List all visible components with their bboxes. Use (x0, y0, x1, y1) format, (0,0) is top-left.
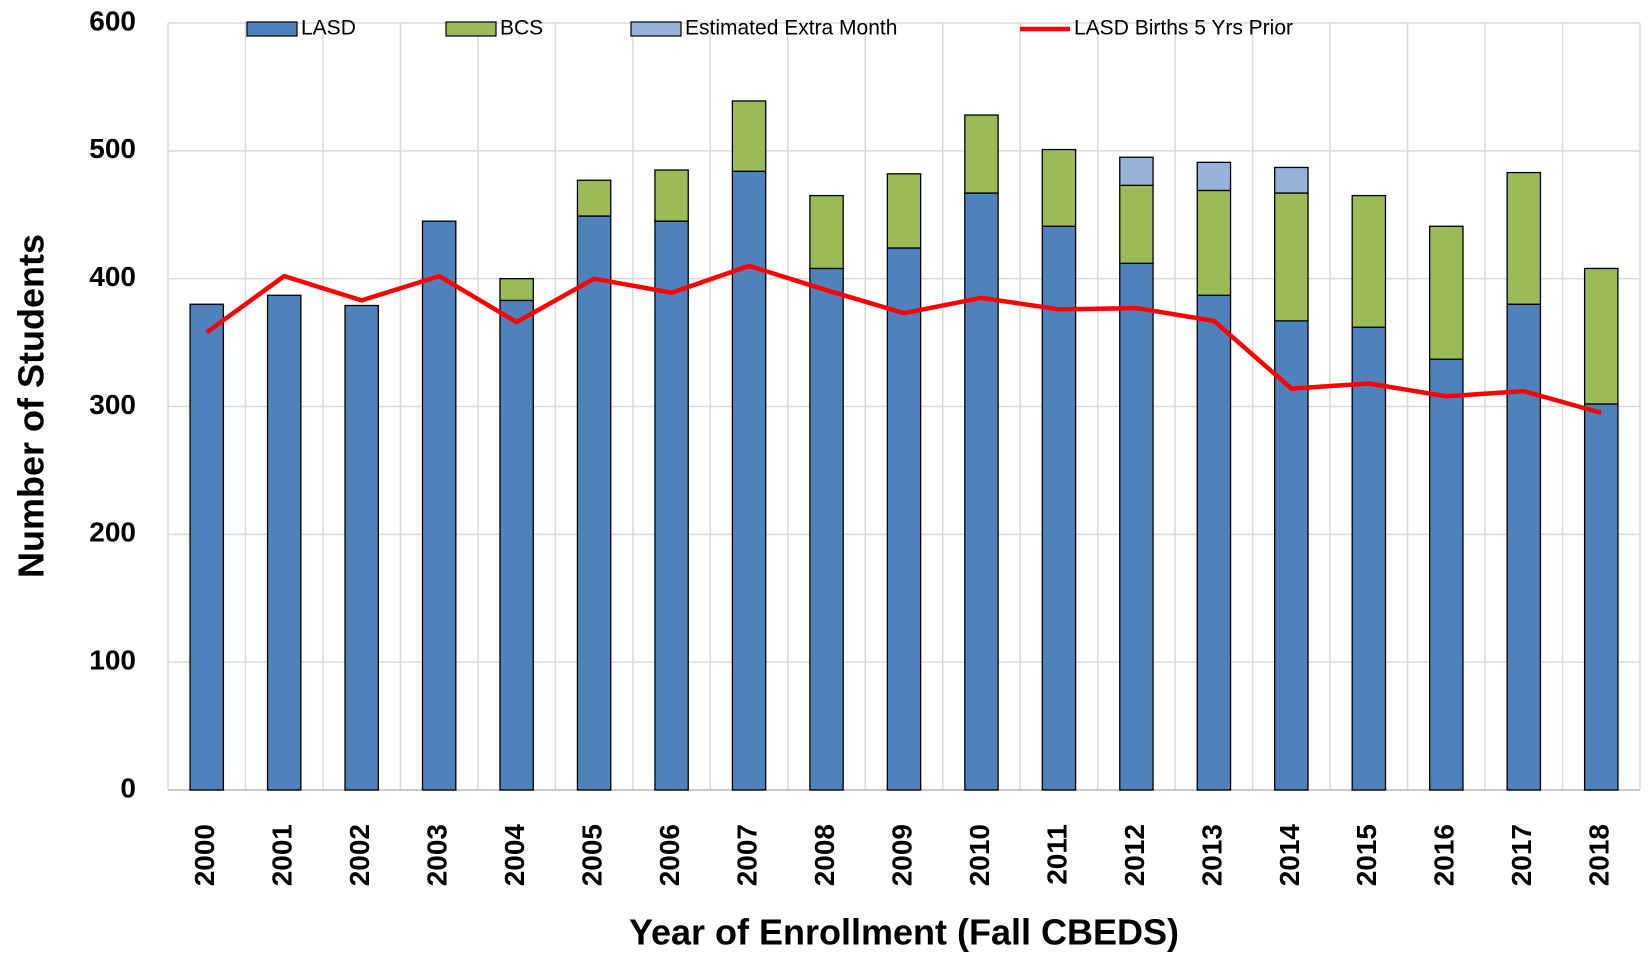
x-tick-label: 2015 (1351, 824, 1382, 886)
legend-label: LASD Births 5 Yrs Prior (1074, 17, 1293, 40)
bar-segment (1351, 194, 1387, 328)
legend-label: Estimated Extra Month (685, 17, 897, 40)
bar-segment (1429, 225, 1464, 360)
bar-segment (1274, 320, 1309, 791)
legend-swatch (630, 21, 682, 37)
bar-segment (1119, 184, 1154, 264)
x-tick-label: 2007 (731, 824, 762, 886)
bar-segment (1506, 303, 1542, 791)
x-tick-label: 2006 (654, 824, 685, 886)
bar-segment (1041, 148, 1077, 227)
y-tick-label: 300 (89, 389, 136, 420)
legend-swatch (445, 21, 497, 37)
x-tick-label: 2010 (964, 824, 995, 886)
bar-segment (189, 303, 225, 791)
bar-segment (576, 179, 612, 217)
bar-segment (266, 294, 302, 791)
x-tick-label: 2017 (1506, 824, 1537, 886)
x-tick-label: 2011 (1041, 824, 1072, 885)
bar-segment (886, 247, 922, 791)
bar-segment (1119, 262, 1154, 791)
bar-segment (1583, 267, 1619, 405)
bar-segment (421, 220, 457, 791)
x-tick-label: 2018 (1584, 824, 1615, 886)
bar-segment (731, 100, 767, 172)
legend-label: BCS (500, 17, 543, 40)
y-axis-title: Number of Students (11, 234, 52, 578)
line (205, 263, 1602, 416)
x-tick-label: 2008 (809, 824, 840, 886)
y-tick-label: 400 (89, 261, 136, 292)
bar-segment (499, 299, 534, 791)
bar-segment (499, 278, 534, 302)
y-tick-label: 500 (89, 133, 136, 164)
y-tick-label: 0 (120, 772, 136, 803)
bar-segment (344, 304, 379, 791)
bar-segment (1196, 294, 1232, 791)
bar-segment (964, 114, 999, 194)
bar-segment (964, 192, 999, 791)
bar-segment (1196, 189, 1232, 296)
bar-segment (809, 194, 844, 270)
x-tick-label: 2002 (344, 824, 375, 886)
x-tick-label: 2014 (1274, 824, 1305, 887)
bar-segment (1041, 225, 1077, 791)
bar-segment (731, 170, 767, 791)
x-tick-label: 2004 (499, 824, 530, 887)
bar-segment (1351, 326, 1387, 791)
y-tick-label: 200 (89, 517, 136, 548)
x-tick-label: 2000 (189, 824, 220, 886)
legend-label: LASD (301, 17, 356, 40)
x-tick-label: 2012 (1119, 824, 1150, 886)
bar-segment (886, 173, 922, 249)
bar-segment (1119, 156, 1154, 186)
bar-segment (809, 267, 844, 791)
x-tick-label: 2001 (267, 824, 298, 886)
bar-segment (1196, 161, 1232, 192)
y-tick-label: 100 (89, 645, 136, 676)
bar-segment (654, 169, 689, 222)
x-tick-label: 2003 (422, 824, 453, 886)
x-tick-label: 2016 (1429, 824, 1460, 886)
bar-segment (1274, 166, 1309, 194)
x-tick-label: 2005 (576, 824, 607, 886)
bar-segment (576, 215, 612, 791)
x-axis-title: Year of Enrollment (Fall CBEDS) (629, 912, 1179, 953)
legend-swatch (246, 21, 298, 37)
bar-segment (1583, 403, 1619, 791)
x-tick-label: 2009 (886, 824, 917, 886)
bar-segment (1274, 192, 1309, 322)
bar-segment (1429, 358, 1464, 791)
y-tick-label: 600 (89, 5, 136, 36)
bar-segment (654, 220, 689, 791)
bar-segment (1506, 171, 1542, 305)
x-tick-label: 2013 (1196, 824, 1227, 886)
